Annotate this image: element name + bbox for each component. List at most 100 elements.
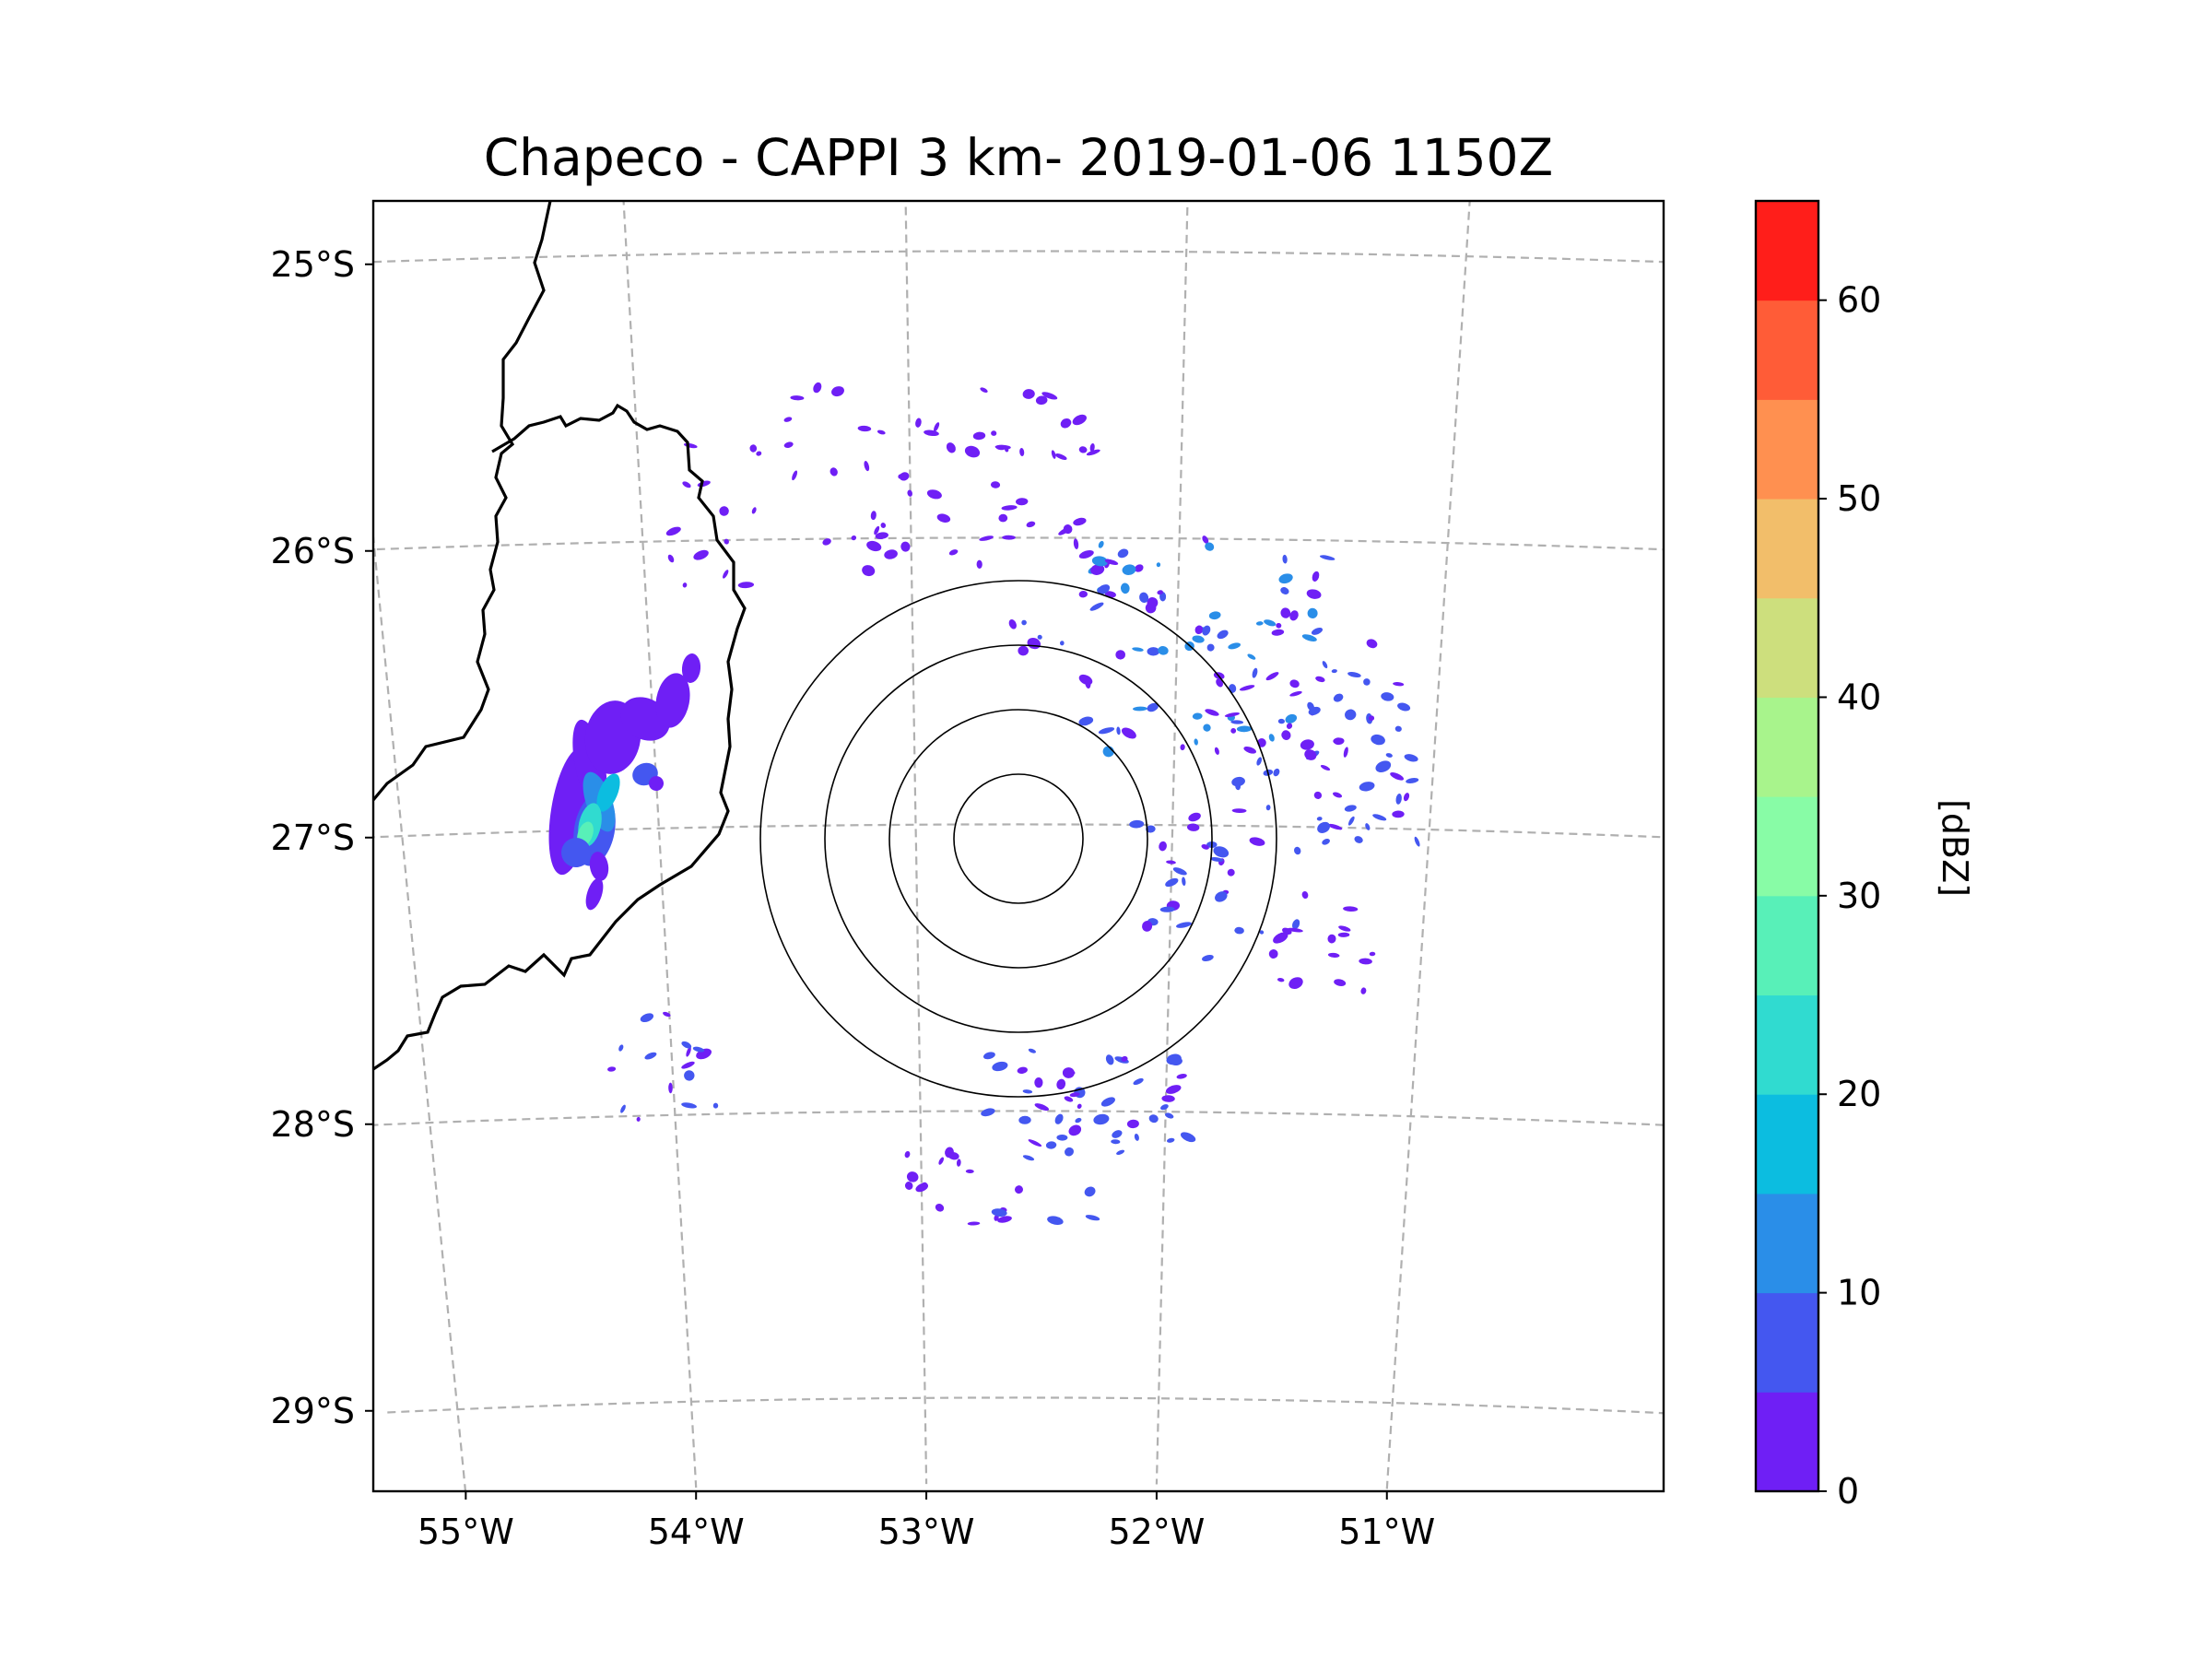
echo-main-cell-15 [649,776,664,791]
echo-cluster-3-42 [1166,1053,1182,1065]
range-ring-50km [953,773,1084,904]
echo-cluster-0-56 [1078,716,1094,726]
colorbar-band-10 [1756,1193,1818,1294]
echo-cluster-0-10 [1206,643,1215,652]
echo-cluster-1-32 [1265,805,1271,811]
echo-cluster-1-34 [1256,757,1263,766]
echo-cluster-3-3 [1034,1103,1050,1112]
echo-cluster-6-13 [667,554,675,563]
echo-cluster-5-8 [1058,527,1071,535]
echo-cluster-0-26 [1098,727,1115,735]
echo-cluster-5-38 [783,441,794,448]
echo-cluster-3-37 [1068,1124,1082,1136]
echo-cluster-1-16 [1372,814,1387,821]
colorbar-band-35 [1756,697,1818,797]
x-tick-label: 53°W [878,1512,975,1552]
echo-cluster-5-52 [851,535,857,541]
echo-cluster-8-23 [1182,877,1186,887]
echo-cluster-7-15 [668,1082,673,1094]
echo-cluster-3-25 [1028,1048,1036,1053]
echo-cluster-5-14 [1041,392,1058,400]
echo-cluster-0-34 [1121,727,1136,739]
echo-cluster-1-2 [1265,672,1279,681]
echo-cluster-0-20 [1271,629,1285,636]
echo-cluster-5-46 [870,511,877,521]
echo-cluster-0-33 [1194,738,1198,746]
echo-cluster-1-47 [1308,706,1321,715]
echo-cluster-7-6 [681,1102,697,1109]
echo-cluster-6-9 [737,582,755,589]
echo-cluster-11-0 [997,1216,1012,1223]
echo-cluster-3-38 [1100,1097,1115,1107]
echo-cluster-4-8 [904,1182,913,1190]
political-borders [373,201,747,1071]
echo-cluster-3-5 [1180,1132,1196,1143]
echo-cluster-3-34 [1054,1113,1064,1124]
echo-cluster-1-35 [1231,776,1245,787]
echo-cluster-2-1 [1078,549,1094,559]
colorbar-tick-label: 20 [1837,1074,1881,1114]
echo-cluster-0-23 [1116,726,1121,735]
echo-cluster-6-6 [682,481,691,488]
echo-cluster-9-3 [1288,977,1303,989]
colorbar-band-60 [1756,201,1818,301]
echo-cluster-1-44 [1214,747,1219,755]
colorbar-band-55 [1756,300,1818,400]
echo-cluster-2-9 [1097,584,1111,594]
echo-cluster-0-19 [1268,734,1275,742]
echo-cluster-1-50 [1320,764,1331,771]
echo-cluster-5-56 [880,523,887,528]
echo-cluster-1-53 [1393,682,1405,687]
echo-cluster-1-40 [1345,709,1357,721]
echo-cluster-9-6 [1338,925,1351,932]
y-tick-label: 29°S [271,1391,355,1431]
axes-frame [371,199,1665,1493]
echo-cluster-1-29 [1354,836,1363,843]
echo-cluster-0-51 [1285,713,1298,724]
echo-cluster-8-26 [1210,856,1224,863]
reflectivity-echoes [548,382,1420,1226]
colorbar-tick-label: 40 [1837,677,1881,717]
echo-cluster-0-30 [1208,611,1221,620]
echo-cluster-5-55 [875,532,888,539]
echo-cluster-5-57 [822,538,831,546]
echo-cluster-3-7 [1105,1054,1114,1065]
echo-cluster-0-14 [1239,685,1255,691]
range-rings [759,580,1277,1098]
echo-cluster-0-52 [1307,607,1318,618]
echo-cluster-9-0 [1287,927,1303,933]
echo-cluster-9-9 [1327,934,1336,944]
echo-cluster-3-41 [1064,1096,1074,1102]
echo-cluster-1-52 [1347,671,1361,678]
echo-cluster-0-32 [1255,621,1264,626]
echo-cluster-0-59 [1319,555,1335,560]
echo-cluster-1-24 [1313,791,1323,799]
map-plot-area [373,201,1664,1491]
echo-cluster-5-35 [1060,418,1072,429]
echo-cluster-5-24 [1086,449,1100,456]
parallel-3 [373,1110,1664,1126]
echo-cluster-3-4 [982,1052,995,1060]
echo-cluster-11-7 [1015,1185,1023,1194]
parallel-4 [387,1396,1664,1415]
echo-cluster-8-25 [1146,825,1156,833]
echo-cluster-1-54 [1316,817,1323,821]
echo-cluster-1-20 [1368,715,1375,722]
echo-cluster-1-13 [1300,739,1314,750]
echo-cluster-5-50 [857,425,872,432]
colorbar-tick-label: 50 [1837,478,1881,519]
echo-cluster-0-45 [1247,653,1256,660]
echo-cluster-6-5 [693,549,709,560]
y-axis-ticks: 25°S 26°S 27°S 28°S 29°S [271,244,373,1431]
echo-cluster-6-11 [665,526,681,536]
echo-cluster-5-36 [979,535,994,541]
echo-cluster-0-9 [1230,720,1244,724]
echo-cluster-8-0 [1187,823,1200,831]
echo-cluster-3-20 [1112,1130,1123,1138]
echo-cluster-5-40 [1089,442,1095,453]
echo-cluster-10-3 [1059,641,1065,646]
echo-cluster-0-57 [1117,548,1129,559]
echo-cluster-8-17 [1234,926,1244,935]
echo-cluster-8-21 [1142,921,1153,932]
echo-cluster-1-51 [1224,712,1240,717]
